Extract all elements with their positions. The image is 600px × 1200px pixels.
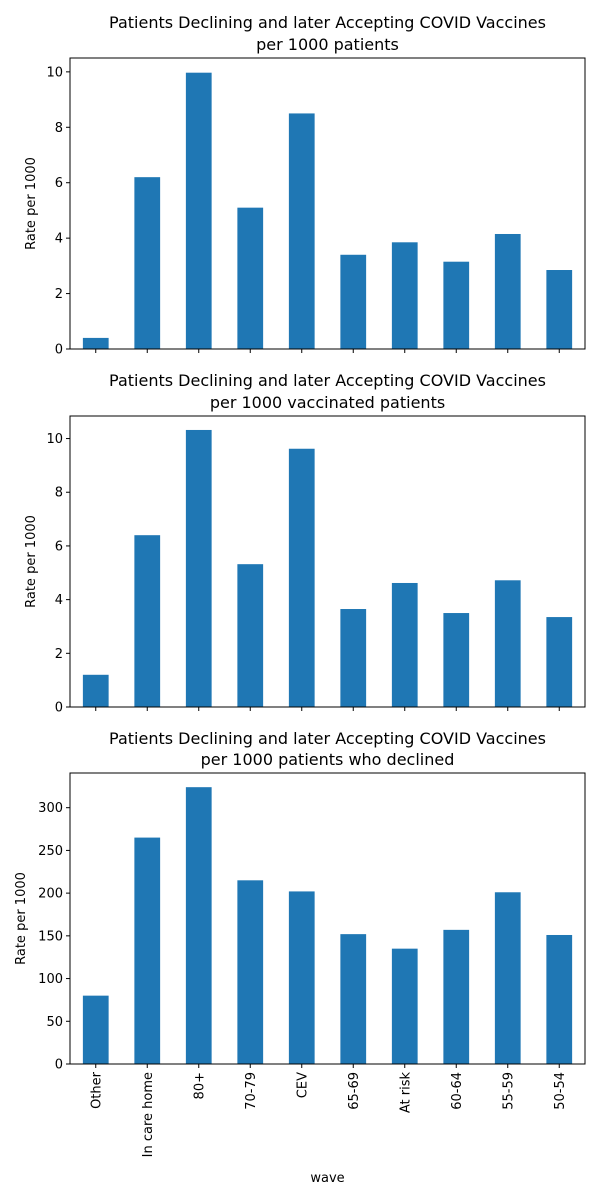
y-tick-label: 200 <box>38 887 63 902</box>
y-tick-label: 4 <box>55 593 63 608</box>
bar-other <box>82 995 109 1064</box>
y-tick-label: 100 <box>38 972 63 987</box>
x-tick-label: 50-54 <box>553 1072 568 1110</box>
plot-frame <box>69 415 586 708</box>
bar-50-54 <box>546 617 573 707</box>
y-tick-label: 2 <box>55 647 63 662</box>
bar-at-risk <box>391 582 418 707</box>
bar-other <box>82 674 109 707</box>
bar-55-59 <box>494 233 521 349</box>
bar-55-59 <box>494 580 521 707</box>
y-tick-label: 6 <box>55 176 63 191</box>
chart-2: Patients Declining and later Accepting C… <box>24 371 586 716</box>
x-tick-label: 55-59 <box>501 1072 516 1110</box>
bar-at-risk <box>391 948 418 1064</box>
y-tick-label: 4 <box>55 232 63 247</box>
plot-frame <box>69 57 586 350</box>
y-axis-label: Rate per 1000 <box>14 872 29 965</box>
y-tick-label: 10 <box>46 432 63 447</box>
y-tick-label: 0 <box>55 343 63 358</box>
bar-in-care-home <box>134 535 161 707</box>
bar-in-care-home <box>134 837 161 1064</box>
bar-80- <box>185 72 212 349</box>
y-axis-label: Rate per 1000 <box>24 515 39 608</box>
chart-title: Patients Declining and later Accepting C… <box>109 371 546 390</box>
plot-frame <box>69 772 586 1065</box>
y-axis-label: Rate per 1000 <box>24 157 39 250</box>
bar-65-69 <box>340 254 367 349</box>
bar-65-69 <box>340 609 367 707</box>
x-tick-label: Other <box>89 1071 104 1109</box>
bar-55-59 <box>494 892 521 1064</box>
y-tick-label: 300 <box>38 801 63 816</box>
x-tick-label: 65-69 <box>347 1072 362 1110</box>
y-tick-label: 8 <box>55 121 63 136</box>
x-axis-label: wave <box>310 1171 344 1186</box>
bar-cev <box>288 891 315 1064</box>
x-tick-label: In care home <box>141 1072 156 1157</box>
y-tick-label: 150 <box>38 929 63 944</box>
y-tick-label: 8 <box>55 486 63 501</box>
bar-60-64 <box>443 613 470 707</box>
x-tick-label: 80+ <box>192 1072 207 1099</box>
y-tick-label: 2 <box>55 287 63 302</box>
bar-cev <box>288 113 315 350</box>
bar-60-64 <box>443 261 470 349</box>
bar-65-69 <box>340 934 367 1064</box>
x-tick-label: 60-64 <box>450 1072 465 1110</box>
y-tick-label: 6 <box>55 539 63 554</box>
chart-subtitle: per 1000 patients <box>256 35 399 54</box>
x-tick-label: At risk <box>398 1072 413 1114</box>
x-tick-label: CEV <box>295 1072 310 1098</box>
bar-70-79 <box>237 880 264 1064</box>
chart-3: Patients Declining and later Accepting C… <box>14 729 586 1186</box>
bar-in-care-home <box>134 177 161 349</box>
y-tick-label: 0 <box>55 701 63 716</box>
chart-title: Patients Declining and later Accepting C… <box>109 729 546 748</box>
x-tick-label: 70-79 <box>244 1072 259 1110</box>
bar-50-54 <box>546 934 573 1064</box>
y-tick-label: 10 <box>46 65 63 80</box>
bar-cev <box>288 448 315 707</box>
bar-other <box>82 337 109 349</box>
bar-60-64 <box>443 929 470 1064</box>
bar-80- <box>185 787 212 1064</box>
chart-subtitle: per 1000 vaccinated patients <box>210 393 445 412</box>
bar-50-54 <box>546 270 573 349</box>
bar-70-79 <box>237 564 264 707</box>
bar-80- <box>185 429 212 707</box>
y-tick-label: 50 <box>46 1015 63 1030</box>
y-tick-label: 0 <box>55 1058 63 1073</box>
bar-at-risk <box>391 242 418 349</box>
chart-title: Patients Declining and later Accepting C… <box>109 13 546 32</box>
bar-70-79 <box>237 207 264 349</box>
y-tick-label: 250 <box>38 844 63 859</box>
chart-subtitle: per 1000 patients who declined <box>201 750 455 769</box>
chart-1: Patients Declining and later Accepting C… <box>24 13 586 358</box>
